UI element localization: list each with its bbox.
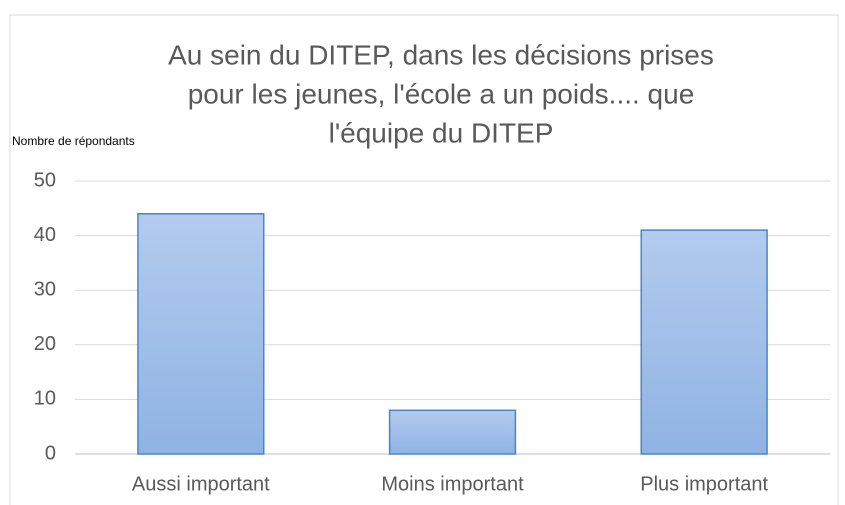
y-tick-label: 50	[34, 169, 56, 191]
x-tick-label: Plus important	[640, 473, 768, 495]
y-axis-label: Nombre de répondants	[12, 134, 135, 148]
chart-title: Au sein du DITEP, dans les décisions pri…	[168, 39, 714, 70]
bar	[137, 213, 265, 455]
x-tick-label: Moins important	[381, 473, 524, 495]
chart-title: pour les jeunes, l'école a un poids.... …	[188, 78, 695, 109]
y-tick-label: 40	[34, 224, 56, 246]
bar	[388, 409, 517, 455]
chart-title: l'équipe du DITEP	[329, 117, 554, 148]
y-tick-label: 0	[45, 442, 56, 464]
chart-frame	[9, 14, 839, 505]
y-tick-label: 20	[34, 333, 56, 355]
y-tick-label: 30	[34, 278, 56, 300]
x-tick-label: Aussi important	[132, 473, 270, 495]
y-tick-label: 10	[34, 388, 56, 410]
bar	[640, 229, 768, 455]
